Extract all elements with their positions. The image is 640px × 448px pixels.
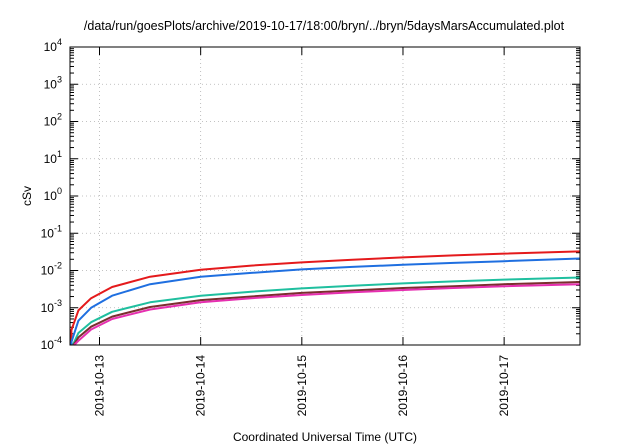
series-line-3 bbox=[71, 276, 581, 346]
series-line-5 bbox=[73, 283, 581, 346]
x-tick-label: 2019-10-15 bbox=[295, 355, 309, 417]
chart-title: /data/run/goesPlots/archive/2019-10-17/1… bbox=[84, 19, 565, 33]
series-lines bbox=[70, 250, 581, 346]
y-axis-label: cSv bbox=[20, 186, 34, 206]
y-tick-label: 10-1 bbox=[41, 223, 62, 240]
x-tick-labels: 2019-10-13 2019-10-14 2019-10-15 2019-10-16… bbox=[93, 355, 512, 417]
series-line-1 bbox=[70, 250, 581, 345]
grid bbox=[70, 47, 580, 345]
x-tick-label: 2019-10-14 bbox=[194, 355, 208, 417]
y-tick-label: 10-4 bbox=[41, 335, 62, 352]
y-tick-label: 101 bbox=[44, 149, 62, 166]
x-axis-label: Coordinated Universal Time (UTC) bbox=[233, 430, 417, 444]
series-line-4 bbox=[72, 281, 581, 346]
y-tick-label: 103 bbox=[44, 74, 62, 91]
x-tick-label: 2019-10-16 bbox=[396, 355, 410, 417]
y-tick-label: 10-3 bbox=[41, 298, 62, 315]
x-tick-label: 2019-10-13 bbox=[93, 355, 107, 417]
series-line-2 bbox=[70, 257, 581, 345]
y-tick-label: 104 bbox=[44, 37, 62, 54]
y-tick-labels: 10-4 10-3 10-2 10-1 100 101 102 103 104 bbox=[41, 37, 62, 352]
y-tick-label: 10-2 bbox=[41, 261, 62, 278]
x-tick-label: 2019-10-17 bbox=[497, 355, 511, 417]
plot-frame bbox=[69, 46, 581, 346]
y-tick-label: 102 bbox=[44, 112, 62, 129]
y-tick-label: 100 bbox=[44, 186, 62, 203]
